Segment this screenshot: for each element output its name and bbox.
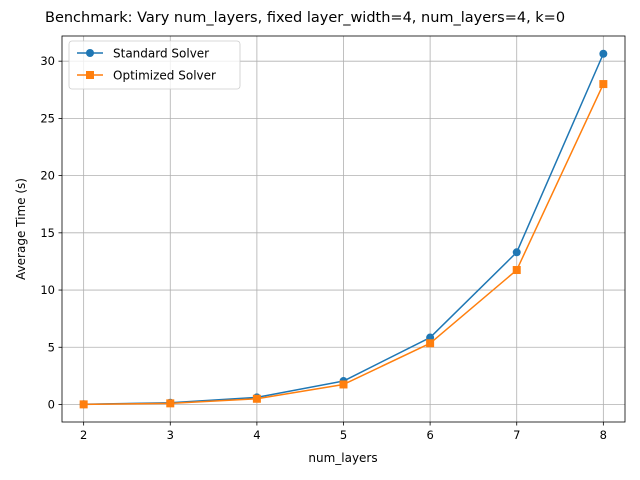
series-optimized-solver — [79, 80, 608, 409]
x-tick-label: 2 — [80, 428, 87, 442]
y-tick-label: 5 — [48, 340, 55, 354]
x-tick-label: 6 — [426, 428, 433, 442]
y-tick-label: 25 — [40, 111, 55, 125]
data-point — [512, 266, 521, 275]
x-tick-label: 8 — [600, 428, 607, 442]
data-point — [599, 80, 608, 89]
legend-item: Optimized Solver — [77, 69, 216, 83]
y-axis-label: Average Time (s) — [14, 178, 28, 280]
data-point — [166, 399, 175, 408]
data-point — [426, 339, 435, 348]
data-point — [339, 380, 348, 389]
x-axis-label: num_layers — [308, 451, 377, 465]
legend-item: Standard Solver — [77, 47, 209, 61]
chart-title: Benchmark: Vary num_layers, fixed layer_… — [45, 10, 565, 26]
data-point — [79, 400, 88, 409]
x-axis: 2 3 4 5 6 7 8 — [80, 422, 607, 442]
y-tick-label: 20 — [40, 169, 55, 183]
y-tick-label: 15 — [40, 226, 55, 240]
series-layer — [79, 49, 608, 409]
x-tick-label: 5 — [340, 428, 347, 442]
y-axis: 0 5 10 15 20 25 30 — [40, 54, 62, 411]
data-point — [252, 394, 261, 403]
legend: Standard Solver Optimized Solver — [68, 40, 241, 90]
data-point — [512, 248, 521, 257]
grid — [62, 36, 625, 422]
y-tick-label: 30 — [40, 54, 55, 68]
y-tick-label: 10 — [40, 283, 55, 297]
x-tick-label: 4 — [253, 428, 260, 442]
x-tick-label: 3 — [167, 428, 174, 442]
legend-marker — [86, 71, 94, 79]
legend-label: Standard Solver — [113, 47, 209, 61]
legend-box — [68, 40, 241, 90]
legend-label: Optimized Solver — [113, 69, 216, 83]
y-tick-label: 0 — [48, 397, 55, 411]
data-point — [599, 49, 608, 58]
x-tick-label: 7 — [513, 428, 520, 442]
legend-marker — [86, 49, 94, 57]
